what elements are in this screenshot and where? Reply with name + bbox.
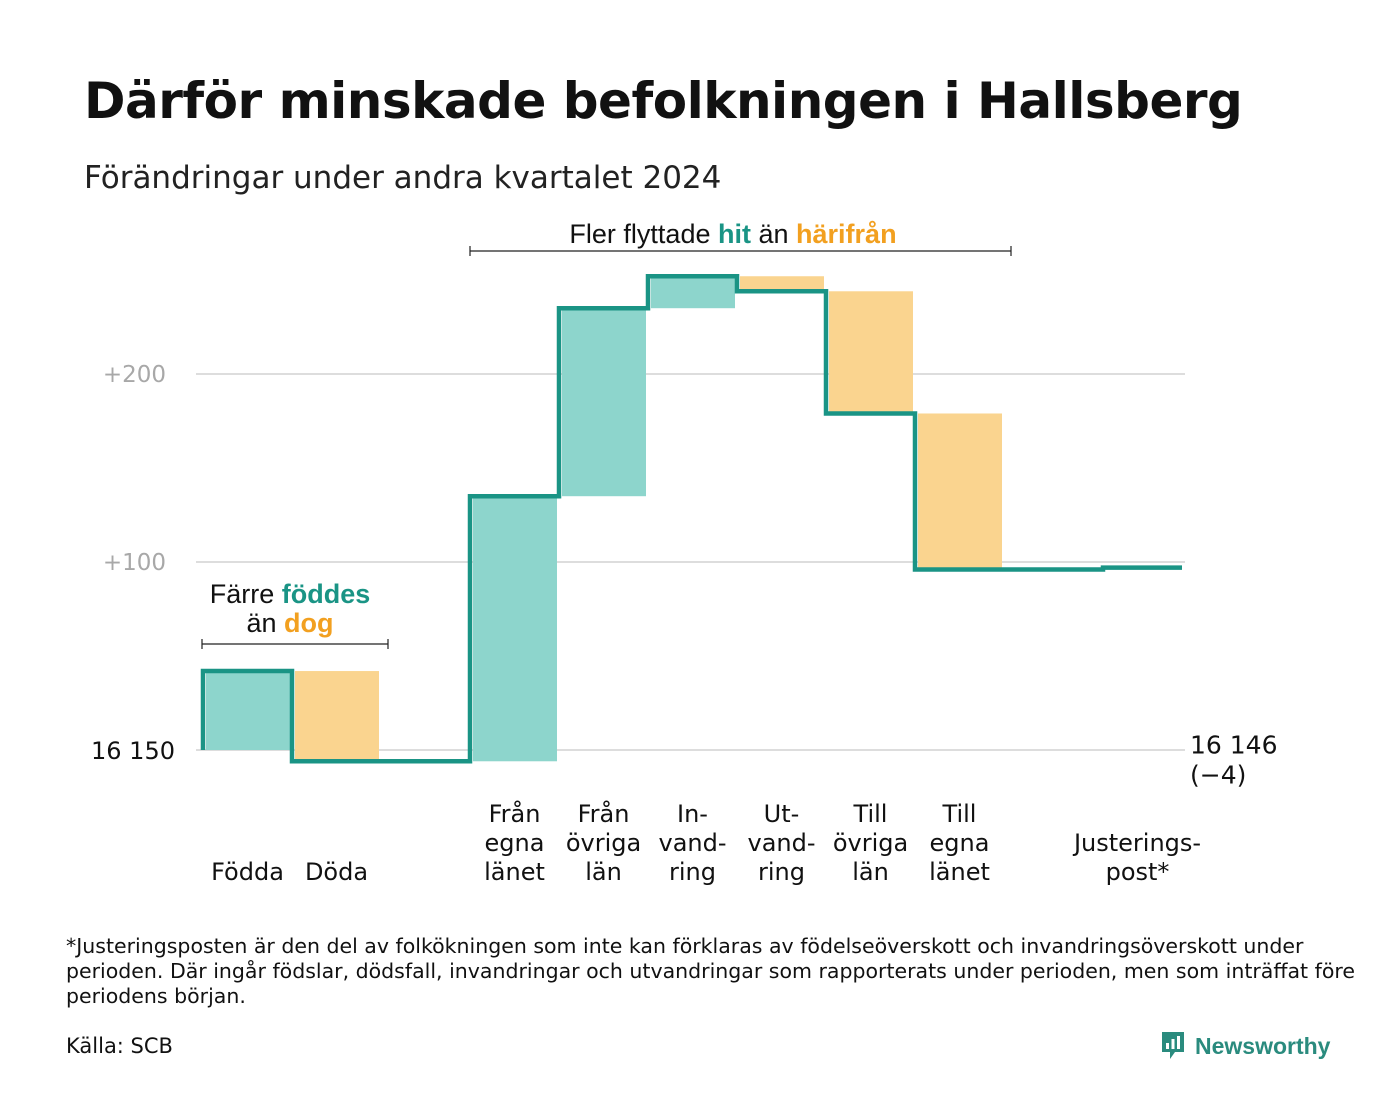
chart-title: Därför minskade befolkningen i Hallsberg	[84, 72, 1243, 130]
x-category-label: post*	[1106, 858, 1170, 886]
x-category-label: Justerings-	[1072, 829, 1201, 857]
x-category-label: Födda	[211, 858, 284, 886]
y-tick-label: +100	[103, 550, 166, 576]
svg-text:Färre föddes: Färre föddes	[210, 579, 371, 609]
bar-fran-ovriga-lan	[562, 308, 646, 497]
x-category-label: vand-	[658, 829, 726, 857]
cumulative-step-line	[200, 273, 1182, 764]
svg-text:än dog: än dog	[246, 608, 333, 638]
bar-till-egna-lanet	[918, 413, 1002, 570]
bar-invandring	[651, 276, 735, 309]
chart-subtitle: Förändringar under andra kvartalet 2024	[84, 160, 722, 196]
births-annotation-text-c: än	[246, 608, 284, 638]
source-credit: Källa: SCB	[66, 1034, 173, 1058]
x-category-label: In-	[677, 800, 708, 828]
x-category-label: Döda	[305, 858, 368, 886]
x-category-label: län	[852, 858, 889, 886]
births-annotation: Färre föddes än dog	[201, 579, 389, 649]
svg-text:Fler flyttade hit än härifrån: Fler flyttade hit än härifrån	[569, 219, 896, 249]
x-category-label: Till	[942, 800, 977, 828]
x-category-label: länet	[929, 858, 990, 886]
x-category-label: länet	[484, 858, 545, 886]
bar-fodda	[206, 671, 290, 750]
x-category-label: övriga	[833, 829, 908, 857]
x-category-label: vand-	[747, 829, 815, 857]
x-category-label: ring	[669, 858, 716, 886]
migration-annotation-text-b: hit	[718, 219, 751, 249]
migration-annotation: Fler flyttade hit än härifrån	[469, 219, 1012, 256]
x-category-label: Från	[578, 799, 630, 828]
bar-utvandring	[740, 276, 824, 292]
x-category-label: egna	[485, 829, 545, 857]
footnote: *Justeringsposten är den del av folkökni…	[66, 934, 1355, 1008]
bar-till-ovriga-lan	[829, 291, 913, 414]
end-value-label: 16 146	[1190, 731, 1277, 760]
births-bracket	[201, 639, 389, 649]
migration-bracket	[469, 246, 1012, 256]
migration-annotation-text-d: härifrån	[796, 219, 897, 249]
births-annotation-text-b: föddes	[282, 579, 371, 609]
start-value-label: 16 150	[91, 737, 175, 765]
y-tick-label: +200	[103, 362, 166, 388]
brand-name: Newsworthy	[1195, 1032, 1331, 1059]
x-category-label: Till	[853, 800, 888, 828]
x-category-label: Ut-	[764, 800, 800, 828]
bar-fran-egna-lanet	[473, 496, 557, 762]
migration-annotation-text-a: Fler flyttade	[569, 219, 718, 249]
x-category-label: egna	[930, 829, 990, 857]
births-annotation-text-d: dog	[284, 608, 333, 638]
brand-logo[interactable]: Newsworthy	[1160, 1030, 1330, 1062]
migration-annotation-text-c: än	[751, 219, 796, 249]
bars	[206, 276, 1002, 762]
births-annotation-text-a: Färre	[210, 579, 282, 609]
x-category-label: övriga	[566, 829, 641, 857]
chart-bubble-icon	[1162, 1032, 1184, 1059]
bar-doda	[295, 671, 379, 762]
x-category-label: Från	[489, 799, 541, 828]
x-category-label: län	[585, 858, 622, 886]
end-change-label: (−4)	[1190, 761, 1246, 790]
x-category-label: ring	[758, 858, 805, 886]
